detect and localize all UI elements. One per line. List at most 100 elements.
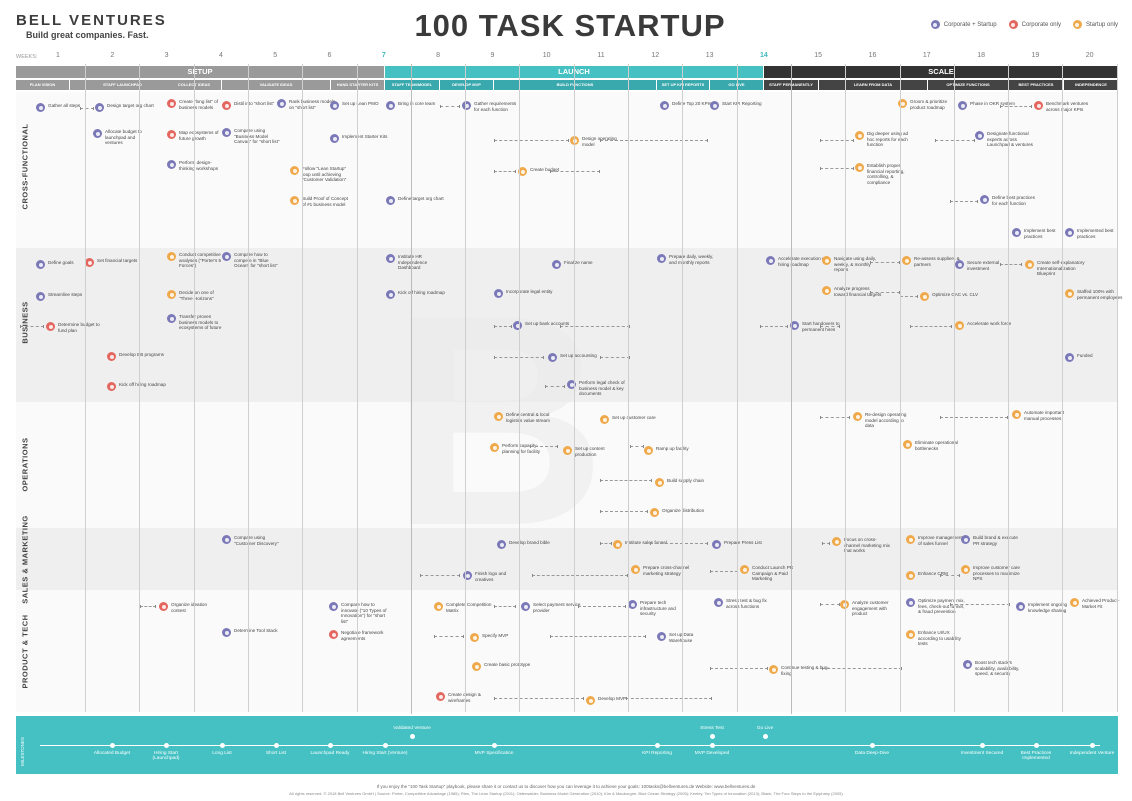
task-item: Focus on cross-channel marketing mix tha… [832,537,892,554]
lane-band-cross-functional [16,92,1118,248]
duration-line [820,325,840,328]
duration-line [870,291,900,294]
phase-subheader: GO LIVE [710,80,763,90]
task-item: Designate functional experts across Laun… [975,131,1035,148]
task-label: Prepare Press List [724,540,762,545]
task-item: Kick off hiring roadmap [386,290,445,299]
task-item: Streamline steps [36,292,82,301]
corporate-startup-icon [513,321,522,330]
corporate-startup-icon [386,290,395,299]
task-label: Secure external investment [967,260,1000,271]
duration-line [630,445,644,448]
task-label: Build supply chain [667,478,705,483]
corporate-startup-icon [958,101,967,110]
task-item: Set up Data Warehouse [657,632,717,643]
milestone-label: Best Practices Implemented [1020,751,1052,762]
task-item: Decide on one of "Three Horizons" [167,290,227,301]
lane-label-product-tech: PRODUCT & TECH [20,614,30,689]
week-gridline [519,64,521,712]
task-item: Implement ongoing knowledge sharing [1016,602,1076,613]
task-item: Compare using "Customer Discovery" [222,535,282,546]
task-label: Set financial targets [97,258,138,263]
task-label: Stress test & bug fix across functions [726,598,767,609]
legend-label: Corporate only [1021,21,1061,28]
corporate-only-icon [222,101,231,110]
duration-line [434,635,464,638]
duration-line [820,167,854,170]
phase-subheader: BUILD FUNCTIONS [494,80,656,90]
duration-line [494,697,584,700]
task-label: Determine budget to fund plan [58,322,100,333]
corporate-startup-icon [1065,228,1074,237]
duration-line [935,139,975,142]
startup-only-icon [822,286,831,295]
corporate-startup-icon [95,103,104,112]
startup-only-icon [769,665,778,674]
task-label: Set up content production [575,446,605,457]
task-label: Boost tech stack's scalability, availabi… [975,660,1020,677]
task-item: Staffed 100% with permanent employees [1065,289,1125,300]
phase-scale: SCALE [764,66,1118,78]
milestone-label: Hiring Start (Launchpad) [152,751,180,762]
task-item: Groom & prioritize product roadmap [898,99,958,110]
task-label: Conduct Launch PR Campaign & Paid Market… [752,565,794,582]
phase-subheader: INDEPENDENCE [1064,80,1118,90]
duration-line [494,325,512,328]
task-item: Perform legal check of business model & … [567,380,627,397]
task-label: Create basic prototype [484,662,531,667]
task-item: Kick off hiring roadmap [107,382,166,391]
corporate-startup-icon [548,353,557,362]
task-item: Bring in core team [386,101,435,110]
week-number: 16 [868,52,877,59]
task-label: Create self-explanatory Internationaliza… [1037,260,1085,277]
task-label: Gather all steps [48,103,81,108]
task-item: Specify MVP [470,633,508,642]
task-item: Re-assess suppliers & partners [902,256,962,267]
startup-only-icon [167,290,176,299]
milestone-label: Stress Test [700,726,724,731]
task-label: Ramp up facility [656,446,689,451]
task-label: Develop BB programs [119,352,164,357]
milestone-dot [870,743,875,748]
legend-label: Startup only [1085,21,1118,28]
legend-item-startup-only: Startup only [1072,20,1118,29]
task-item: Conduct Launch PR Campaign & Paid Market… [740,565,800,582]
startup-only-icon [840,600,849,609]
duration-line [940,574,960,577]
duration-line [578,605,626,608]
milestone-label: Independent Venture [1069,751,1115,756]
corporate-only-icon [107,352,116,361]
task-label: Set up bank accounts [525,321,570,326]
milestone-dot [220,743,225,748]
week-gridline [1062,64,1064,712]
duration-line [600,139,708,142]
task-item: Institute HR Independence Dashboard [386,254,446,271]
lane-label-cross-functional: CROSS-FUNCTIONAL [20,123,30,210]
week-gridline [356,64,358,712]
task-item: Establish proper financial reporting, co… [855,163,915,185]
corporate-startup-icon [975,131,984,140]
corporate-only-icon [85,258,94,267]
task-item: Implemented best practices [1065,228,1125,239]
task-item: Set up accounting [548,353,597,362]
corporate-startup-icon [222,252,231,261]
task-item: Improve customer care processes to maxim… [961,565,1021,582]
corporate-startup-icon [628,600,637,609]
week-number: 10 [542,52,551,59]
task-label: Phase in OKR system [970,101,1015,106]
task-label: Start KPI Reporting [722,101,762,106]
task-item: Enhance UI/UX according to usability tes… [906,630,966,647]
corporate-startup-icon [167,314,176,323]
corporate-startup-icon [710,101,719,110]
corporate-startup-icon [552,260,561,269]
corporate-startup-icon [494,289,503,298]
task-label: Compare how to compete in "Blue Ocean" f… [234,252,278,269]
task-item: Determine Tool Stack [222,628,278,637]
task-item: Set financial targets [85,258,137,267]
corporate-startup-icon [36,103,45,112]
task-label: Perform capacity-planning for facility [502,443,541,454]
duration-line [710,570,738,573]
task-item: Start handovers to permanent hires [790,321,850,332]
task-item: Finalize name [552,260,593,269]
task-item: Benchmark ventures across major KPIs [1034,101,1094,112]
